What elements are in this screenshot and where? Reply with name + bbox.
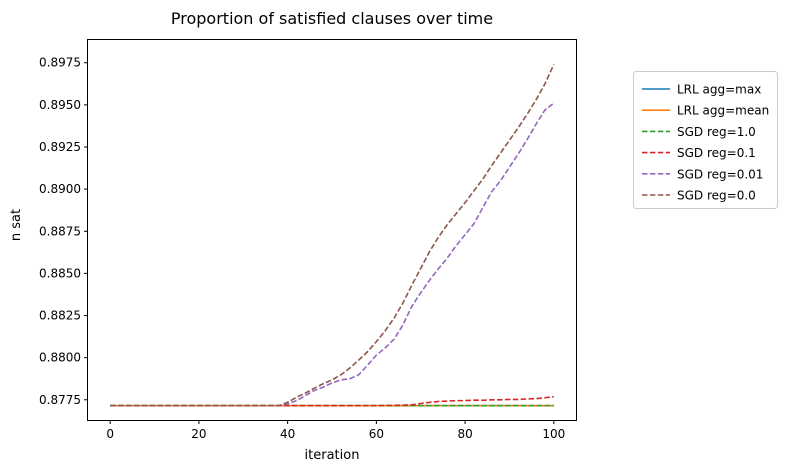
- y-tick-label-3: 0.8850: [39, 266, 81, 280]
- y-tick-label-7: 0.8950: [39, 98, 81, 112]
- y-tick-label-1: 0.8800: [39, 351, 81, 365]
- x-tick-label-3: 60: [369, 427, 384, 441]
- series-line-5: [110, 64, 555, 407]
- legend-label-4: SGD reg=0.01: [677, 167, 763, 181]
- chart-title: Proportion of satisfied clauses over tim…: [171, 9, 493, 28]
- legend-label-3: SGD reg=0.1: [677, 146, 756, 160]
- y-axis-label: n sat: [9, 209, 24, 241]
- legend: LRL agg=max LRL agg=mean SGD reg=1.0 SGD re…: [633, 71, 778, 209]
- y-tick-label-4: 0.8875: [39, 224, 81, 238]
- legend-items: LRL agg=max LRL agg=mean SGD reg=1.0 SGD re…: [642, 83, 769, 203]
- x-tick-label-1: 20: [191, 427, 206, 441]
- x-ticks: 0 20 40 60 80 100: [106, 420, 565, 441]
- y-tick-label-5: 0.8900: [39, 182, 81, 196]
- x-tick-label-2: 40: [280, 427, 295, 441]
- y-axis-label-group: n sat: [9, 209, 24, 241]
- x-tick-label-5: 100: [542, 427, 565, 441]
- legend-label-1: LRL agg=mean: [677, 104, 769, 118]
- y-tick-label-6: 0.8925: [39, 140, 81, 154]
- plot-lines: [110, 64, 555, 407]
- x-tick-label-0: 0: [106, 427, 114, 441]
- series-line-3: [110, 395, 554, 407]
- series-line-4: [110, 102, 555, 407]
- x-tick-label-4: 80: [457, 427, 472, 441]
- plot-frame: [87, 39, 577, 421]
- y-tick-label-0: 0.8775: [39, 393, 81, 407]
- legend-label-2: SGD reg=1.0: [677, 125, 756, 139]
- y-tick-label-2: 0.8825: [39, 309, 81, 323]
- y-ticks: 0.8775 0.8800 0.8825 0.8850 0.8875 0.8900 0.89…: [39, 56, 88, 407]
- x-axis-label: iteration: [305, 448, 360, 463]
- y-tick-label-8: 0.8975: [39, 56, 81, 70]
- legend-label-5: SGD reg=0.0: [677, 189, 756, 203]
- legend-label-0: LRL agg=max: [677, 83, 761, 97]
